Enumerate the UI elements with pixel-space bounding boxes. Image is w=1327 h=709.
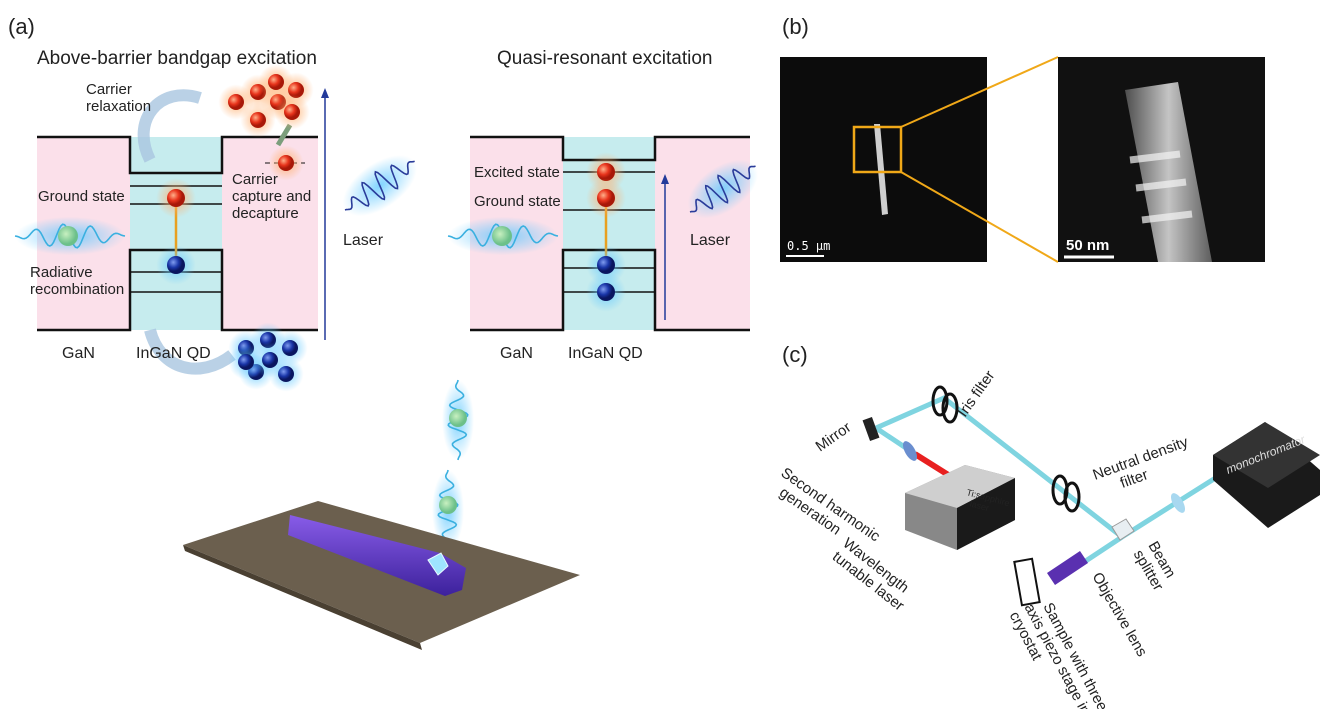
label: Objective lens bbox=[1089, 570, 1151, 660]
decoration bbox=[167, 256, 185, 274]
decoration bbox=[268, 74, 284, 90]
panel-label: (b) bbox=[782, 14, 809, 39]
decoration bbox=[58, 226, 78, 246]
decoration bbox=[597, 256, 615, 274]
label: GaN bbox=[62, 345, 95, 362]
decoration bbox=[597, 163, 615, 181]
label: Carrier capture and decapture bbox=[232, 171, 311, 222]
decoration bbox=[284, 104, 300, 120]
decoration bbox=[282, 340, 298, 356]
label: Neutral densityfilter bbox=[1091, 433, 1197, 499]
decoration bbox=[238, 354, 254, 370]
label: Wavelengthtunable laser bbox=[829, 535, 918, 615]
label: Ground state bbox=[474, 193, 561, 210]
label: Laser bbox=[343, 232, 384, 249]
scale-bar-label: 0.5 µm bbox=[787, 239, 830, 253]
label: Ti:sapphirelaser bbox=[963, 487, 1011, 518]
decoration bbox=[597, 189, 615, 207]
label: Radiative recombination bbox=[30, 264, 124, 298]
decoration bbox=[344, 160, 415, 211]
label: Carrier relaxation bbox=[86, 81, 151, 115]
label: Sample with three-axis piezo stage incry… bbox=[1006, 593, 1113, 709]
label: Ground state bbox=[38, 188, 125, 205]
label: Laser bbox=[690, 232, 731, 249]
label: Beamsplitter bbox=[1130, 539, 1182, 594]
label: Iris filter bbox=[954, 368, 998, 421]
label: InGaN QD bbox=[568, 345, 643, 362]
decoration bbox=[167, 189, 185, 207]
decoration bbox=[14, 64, 758, 551]
label: GaN bbox=[500, 345, 533, 362]
label: Second harmonicgeneration bbox=[768, 464, 884, 559]
optical-setup bbox=[862, 385, 1320, 607]
label: InGaN QD bbox=[136, 345, 211, 362]
decoration bbox=[262, 352, 278, 368]
decoration bbox=[597, 283, 615, 301]
title: Above-barrier bandgap excitation bbox=[37, 48, 317, 69]
decoration bbox=[250, 112, 266, 128]
sem-images: 0.5 µm 50 nm bbox=[780, 56, 1265, 263]
label: Excited state bbox=[474, 164, 560, 181]
nanowire-illustration bbox=[183, 501, 580, 650]
decoration bbox=[689, 165, 756, 213]
panel-label: (a) bbox=[8, 14, 35, 39]
decoration bbox=[278, 155, 294, 171]
decoration bbox=[228, 94, 244, 110]
label: Mirror bbox=[813, 419, 855, 455]
scale-bar-label: 50 nm bbox=[1066, 237, 1109, 254]
title: Quasi-resonant excitation bbox=[497, 48, 712, 69]
decoration bbox=[449, 409, 467, 427]
panel-label: (c) bbox=[782, 342, 808, 367]
decoration bbox=[492, 226, 512, 246]
decoration bbox=[439, 496, 457, 514]
